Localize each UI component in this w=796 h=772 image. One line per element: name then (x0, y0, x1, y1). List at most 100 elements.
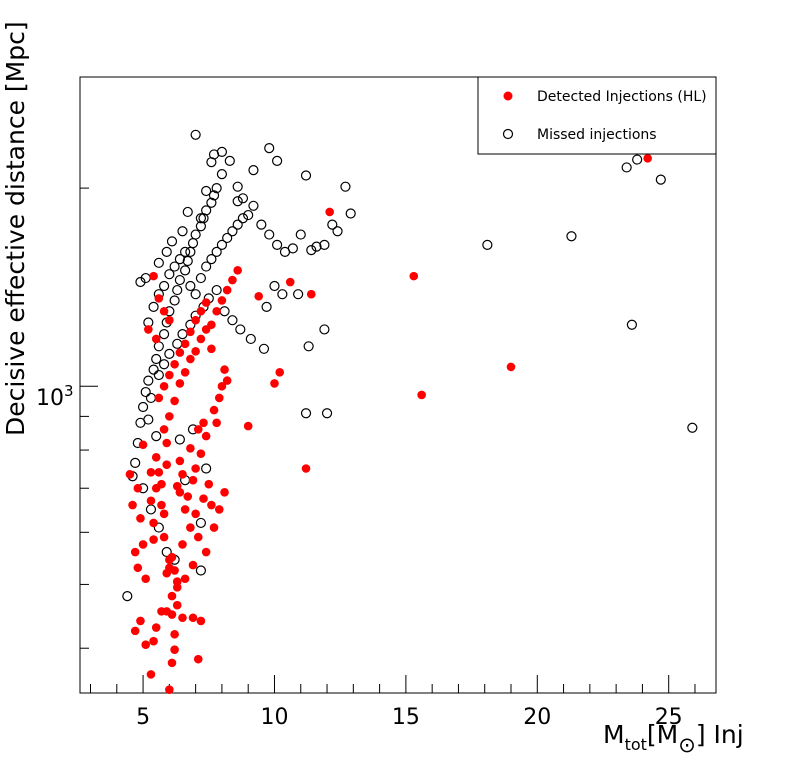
y-axis-title: Decisive effective distance [Mpc] (1, 21, 30, 436)
detected-injection-point (186, 523, 195, 532)
missed-injection-point (216, 146, 228, 158)
missed-injection-point (300, 408, 312, 419)
missed-injection-point (153, 522, 164, 533)
missed-injection-point (177, 226, 188, 237)
missed-injection-point (182, 206, 193, 218)
legend-label-detected: Detected Injections (HL) (537, 89, 707, 105)
missed-injection-point (180, 246, 191, 258)
detected-injection-point (193, 532, 203, 542)
detected-injection-point (162, 460, 172, 470)
detected-injection-point (180, 505, 190, 514)
missed-injection-point (264, 229, 275, 240)
missed-injection-point (161, 246, 172, 258)
missed-injection-point (158, 359, 170, 370)
detected-injection-point (172, 582, 182, 592)
detected-injection-point (196, 449, 206, 458)
detected-injection-point (204, 479, 214, 489)
detected-injection-point (191, 509, 200, 519)
missed-injection-point (158, 329, 170, 340)
missed-injection-point (227, 315, 238, 326)
detected-injection-point (506, 362, 516, 372)
detected-injection-point (165, 685, 174, 694)
detected-injection-point (178, 613, 187, 623)
x-tick-label: 20 (523, 705, 551, 730)
detected-injection-point (146, 496, 156, 506)
legend-marker-missed (502, 128, 514, 140)
detected-injection-point (149, 535, 158, 544)
x-tick-label: 5 (136, 705, 150, 730)
missed-injection-point (319, 324, 330, 335)
detected-injection-point (167, 610, 177, 619)
missed-injection-point (190, 129, 201, 140)
detected-injection-point (172, 600, 182, 610)
missed-injection-point (211, 246, 222, 258)
detected-injection-point (214, 393, 224, 403)
detected-injection-point (222, 285, 232, 295)
y-major-tick-label: 103 (36, 382, 74, 411)
detected-injection-point (191, 347, 200, 356)
missed-injection-point (143, 414, 154, 425)
detected-injection-point (285, 277, 295, 287)
missed-injection-point (224, 155, 235, 166)
missed-injection-point (190, 229, 201, 240)
missed-injection-point (277, 289, 288, 300)
missed-injection-point (180, 265, 191, 276)
detected-injection-point (217, 381, 227, 391)
detected-injection-point (146, 468, 156, 477)
detected-injection-point (165, 315, 174, 325)
detected-injection-point (133, 483, 143, 493)
detected-injection-point (178, 469, 187, 479)
missed-injection-point (135, 276, 146, 288)
missed-injection-point (248, 165, 259, 176)
detected-injection-point (183, 492, 193, 501)
missed-injection-point (227, 226, 238, 237)
detected-injection-point (209, 405, 219, 415)
detected-injection-point (170, 396, 179, 406)
detected-injection-point (201, 431, 211, 441)
detected-injection-point (170, 359, 179, 369)
detected-injection-point (138, 440, 148, 450)
missed-injection-point (237, 213, 249, 224)
detected-injection-point (149, 518, 158, 528)
detected-injection-point (165, 370, 174, 380)
x-tick-label: 10 (260, 705, 288, 730)
detected-injection-point (138, 540, 148, 549)
detected-injection-point (199, 418, 208, 428)
detected-injection-point (243, 421, 253, 431)
missed-injection-point (164, 269, 175, 280)
missed-injection-point (153, 369, 164, 381)
missed-injection-point (566, 231, 577, 242)
detected-injection-point (146, 670, 156, 679)
missed-injection-point (148, 364, 159, 375)
detected-injection-point (191, 315, 200, 325)
missed-injection-point (201, 205, 212, 216)
detected-injection-point (175, 348, 185, 357)
missed-injection-point (185, 280, 196, 292)
detected-injection-point (209, 523, 219, 532)
detected-injection-point (188, 475, 198, 485)
missed-injection-point (172, 284, 183, 296)
x-tick-label: 25 (655, 705, 683, 730)
detected-injection-point (196, 334, 206, 344)
legend-box (477, 76, 717, 155)
missed-injection-point (206, 197, 217, 208)
missed-injection-point (235, 324, 246, 335)
detected-injection-point (191, 464, 200, 473)
missed-injection-point (237, 193, 249, 204)
missed-injection-point (143, 375, 154, 386)
detected-injection-point (159, 381, 169, 391)
detected-injection-point (188, 560, 198, 570)
missed-injection-point (300, 170, 312, 181)
detected-injection-point (130, 626, 140, 636)
missed-injection-point (232, 219, 243, 230)
detected-injection-point (212, 418, 221, 428)
missed-injection-point (293, 289, 304, 300)
detected-injection-point (275, 368, 285, 377)
detected-injection-point (186, 327, 195, 337)
missed-injection-point (632, 154, 643, 165)
y-axis (80, 187, 98, 649)
detected-injection-point (178, 540, 187, 549)
detected-injection-point (165, 412, 174, 421)
detected-injection-point (220, 488, 229, 497)
missed-injection-point (164, 348, 175, 359)
